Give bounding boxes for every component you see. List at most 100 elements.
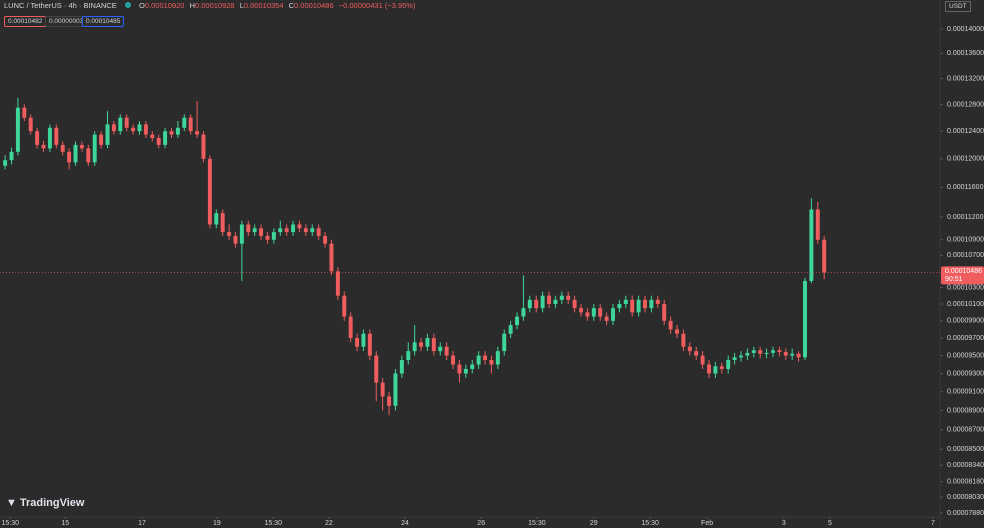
candle-body [604,316,609,321]
candle-body [527,299,532,309]
candle-body [252,228,257,233]
candle-body [54,127,59,145]
candle-body [265,235,270,240]
candle-body [399,360,404,374]
y-tick-label: 0.00011600 [947,184,984,191]
candle-body [483,355,488,361]
candle-body [150,134,155,139]
candle-body [47,127,52,149]
change: −0.00000431 (−3.95%) [338,1,416,10]
y-tick-label: 0.00009100 [947,389,984,396]
candle-body [316,228,321,236]
symbol[interactable]: LUNC / TetherUS · 4h · BINANCE [4,1,117,10]
last-price-tag [941,266,984,285]
candle-body [374,355,379,383]
candle-body [259,228,264,236]
candle-body [623,299,628,304]
candle-body [591,308,596,317]
candle-body [566,295,571,300]
candle-body [534,299,539,309]
candle-body [822,239,827,273]
y-tick-label: 0.00010100 [947,301,984,308]
candle-body [99,134,104,145]
candle-body [502,333,507,352]
x-tick-label: 15:30 [641,520,659,527]
candle-body [476,355,481,365]
candle-body [681,333,686,347]
indicator-value[interactable]: 0.00010485 [82,16,125,27]
candle-body [41,144,46,149]
candle-body [79,144,84,149]
candle-body [457,364,462,374]
candle-body [809,209,814,281]
brand-name: TradingView [19,497,85,509]
ohlc-label: H [189,1,195,10]
x-tick-label: 26 [477,520,485,527]
ohlc-label: L [239,1,244,10]
candle-body [802,280,807,358]
candle-body [233,235,238,244]
status-dot [124,2,131,8]
candle-body [751,350,756,353]
brand-logo[interactable]: ▼ TradingView [6,497,85,509]
y-tick-label: 0.00008500 [947,446,984,453]
currency-button[interactable]: USDT [945,1,971,12]
candle-body [585,312,590,317]
candle-body [495,351,500,365]
candle-body [662,303,667,321]
candle-body [579,308,584,313]
y-tick-label: 0.00010700 [947,252,984,259]
candle-body [284,228,289,233]
legend-header: LUNC / TetherUS · 4h · BINANCE O0.000109… [4,1,418,10]
candle-body [380,382,385,397]
x-tick-label: 3 [782,520,786,527]
candle-body [713,366,718,374]
y-tick-label: 0.00012400 [947,128,984,135]
candle-body [675,329,679,334]
x-tick-label: 15:30 [1,520,19,527]
candle-body [9,151,14,161]
x-tick-label: 17 [138,520,146,527]
y-tick-label: 0.00009300 [947,370,984,377]
candle-body [118,117,123,132]
candle-body [630,299,635,313]
candle-body [790,353,795,356]
y-tick-label: 0.00007880 [947,510,984,517]
candle-body [348,316,353,339]
candle-body [297,224,302,229]
candle-body [438,346,443,352]
candle-body [86,148,91,163]
candle-body [515,316,520,326]
y-tick-label: 0.00008340 [947,462,984,469]
candle-body [771,350,775,353]
candle-body [815,209,820,240]
y-tick-label: 0.00008180 [947,478,984,485]
candle-body [92,134,97,163]
candle-body [137,124,142,132]
countdown: 90:51 [945,276,963,283]
candle-body [451,355,456,365]
candle-body [67,151,72,163]
indicator-value[interactable]: 0.00010482 [4,16,47,27]
indicator-value[interactable]: 0.00000003 [45,16,88,27]
candle-body [175,127,180,135]
y-tick-label: 0.00008700 [947,427,984,434]
ohlc-value: 0.00010354 [243,1,284,10]
candle-body [598,308,603,317]
candle-body [246,224,251,233]
candle-body [489,360,494,365]
candle-body [329,243,334,272]
candle-body [463,368,468,374]
x-tick-label: 7 [931,520,935,527]
candle-body [387,396,392,406]
candle-body [111,124,116,132]
candle-body [553,299,558,304]
candle-body [406,351,411,361]
candle-body [105,124,110,145]
candle-body [220,213,225,233]
candle-body [393,373,398,406]
y-tick-label: 0.00012000 [947,156,984,163]
x-tick-label: 19 [213,520,221,527]
y-tick-label: 0.00009500 [947,352,984,359]
